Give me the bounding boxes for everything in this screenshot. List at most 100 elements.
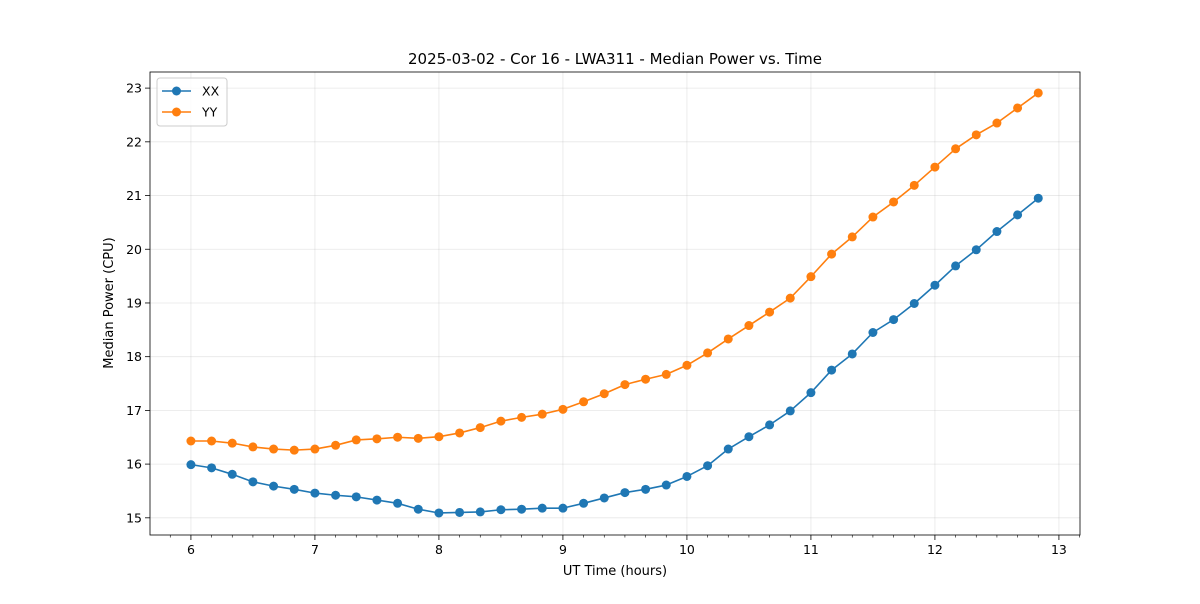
data-point-yy: [537, 409, 547, 419]
y-axis-label: Median Power (CPU): [102, 237, 117, 368]
data-point-yy: [827, 249, 837, 259]
data-point-yy: [558, 404, 568, 414]
data-point-xx: [310, 488, 320, 498]
data-point-xx: [806, 388, 816, 398]
x-tick-label: 10: [679, 542, 695, 557]
x-tick-label: 12: [927, 542, 943, 557]
data-point-xx: [599, 493, 609, 503]
data-point-xx: [351, 492, 361, 502]
data-point-xx: [227, 469, 237, 479]
data-point-yy: [517, 412, 527, 422]
x-tick-label: 8: [435, 542, 443, 557]
data-point-yy: [992, 118, 1002, 128]
y-tick-label: 22: [126, 134, 142, 149]
data-point-yy: [889, 197, 899, 207]
data-point-yy: [289, 445, 299, 455]
data-point-yy: [475, 423, 485, 433]
x-tick-label: 6: [187, 542, 195, 557]
data-point-yy: [1013, 103, 1023, 113]
data-point-yy: [744, 321, 754, 331]
legend-label-xx: XX: [202, 84, 220, 99]
data-point-xx: [331, 490, 341, 500]
data-point-yy: [455, 428, 465, 438]
data-point-yy: [248, 442, 258, 452]
data-point-xx: [971, 245, 981, 255]
data-point-yy: [868, 212, 878, 222]
data-point-yy: [765, 307, 775, 317]
data-point-xx: [827, 365, 837, 375]
legend: XX YY: [156, 77, 228, 127]
data-point-xx: [620, 488, 630, 498]
data-point-yy: [331, 440, 341, 450]
y-tick-label: 20: [126, 242, 142, 257]
data-point-xx: [269, 481, 279, 491]
legend-marker-yy: [172, 107, 181, 117]
data-point-yy: [1033, 88, 1043, 98]
data-point-xx: [661, 480, 671, 490]
data-point-xx: [393, 498, 403, 508]
data-point-xx: [248, 477, 258, 487]
data-point-yy: [579, 397, 589, 407]
data-point-yy: [620, 380, 630, 390]
data-point-yy: [682, 360, 692, 370]
data-point-xx: [496, 505, 506, 515]
data-point-xx: [475, 507, 485, 517]
data-point-yy: [723, 334, 733, 344]
data-point-xx: [207, 463, 217, 473]
data-point-xx: [951, 261, 961, 271]
y-tick-label: 19: [126, 295, 142, 310]
grid-lines: [150, 72, 1080, 535]
y-tick-label: 21: [126, 188, 142, 203]
data-point-xx: [703, 461, 713, 471]
data-point-xx: [579, 498, 589, 508]
data-point-yy: [703, 348, 713, 358]
data-point-xx: [1033, 193, 1043, 203]
data-point-yy: [847, 232, 857, 242]
y-tick-label: 17: [126, 403, 142, 418]
data-point-yy: [186, 436, 196, 446]
y-tick-label: 16: [126, 457, 142, 472]
x-tick-label: 11: [803, 542, 819, 557]
x-axis-label: UT Time (hours): [563, 564, 667, 579]
data-point-xx: [372, 495, 382, 505]
data-point-xx: [641, 484, 651, 494]
data-point-xx: [723, 444, 733, 454]
data-point-xx: [744, 432, 754, 442]
axis-ticks: 6 7 8 9 10 11 12 13 15 16 17 18 19 20 21 22 23: [126, 81, 1080, 557]
data-point-yy: [951, 144, 961, 154]
legend-marker-xx: [172, 86, 181, 96]
series-yy: [186, 88, 1043, 455]
x-tick-label: 7: [311, 542, 319, 557]
data-point-xx: [889, 315, 899, 325]
data-point-yy: [806, 272, 816, 282]
data-point-xx: [186, 460, 196, 470]
data-point-yy: [227, 438, 237, 448]
data-point-xx: [1013, 210, 1023, 220]
data-point-xx: [682, 471, 692, 481]
legend-item-xx: XX: [162, 84, 220, 99]
data-point-xx: [868, 328, 878, 338]
data-point-yy: [372, 434, 382, 444]
x-tick-label: 9: [559, 542, 567, 557]
data-point-yy: [393, 432, 403, 442]
data-point-xx: [413, 504, 423, 514]
data-point-yy: [599, 389, 609, 399]
legend-item-yy: YY: [162, 105, 218, 120]
data-point-yy: [310, 444, 320, 454]
data-point-yy: [785, 293, 795, 303]
data-point-yy: [269, 444, 279, 454]
plot-frame: [149, 71, 1081, 536]
data-point-xx: [289, 484, 299, 494]
data-point-yy: [661, 369, 671, 379]
data-point-yy: [351, 435, 361, 445]
data-point-yy: [909, 180, 919, 190]
chart-title: 2025-03-02 - Cor 16 - LWA311 - Median Po…: [408, 50, 822, 68]
data-point-xx: [558, 503, 568, 513]
data-point-xx: [992, 227, 1002, 237]
data-point-yy: [496, 416, 506, 426]
data-point-yy: [930, 162, 940, 172]
data-point-xx: [537, 503, 547, 513]
data-point-yy: [434, 432, 444, 442]
